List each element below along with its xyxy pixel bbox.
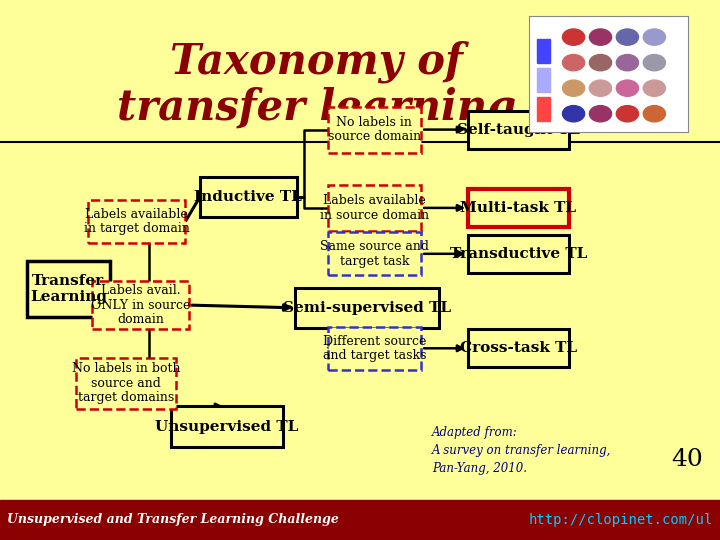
Text: Unsupervised and Transfer Learning Challenge: Unsupervised and Transfer Learning Chall… [7, 513, 339, 526]
Circle shape [616, 55, 639, 71]
FancyBboxPatch shape [468, 111, 569, 148]
Bar [537, 39, 550, 63]
Text: Taxonomy of: Taxonomy of [171, 41, 463, 83]
Circle shape [562, 55, 585, 71]
Circle shape [590, 80, 611, 96]
Text: Labels available
in source domain: Labels available in source domain [320, 194, 429, 221]
FancyBboxPatch shape [92, 281, 189, 329]
Circle shape [616, 106, 639, 122]
Circle shape [562, 80, 585, 96]
Circle shape [616, 29, 639, 45]
Circle shape [643, 106, 665, 122]
Text: Multi-task TL: Multi-task TL [460, 201, 577, 215]
Text: Cross-task TL: Cross-task TL [460, 341, 577, 355]
Circle shape [562, 29, 585, 45]
FancyBboxPatch shape [468, 329, 569, 367]
Text: Different source
and target tasks: Different source and target tasks [323, 335, 426, 362]
Text: Semi-supervised TL: Semi-supervised TL [283, 301, 451, 315]
Circle shape [590, 106, 611, 122]
Circle shape [590, 29, 611, 45]
FancyBboxPatch shape [328, 106, 421, 152]
Text: Self-taught TL: Self-taught TL [457, 123, 580, 137]
Text: No labels in
source domain: No labels in source domain [328, 116, 421, 143]
Circle shape [562, 106, 585, 122]
FancyBboxPatch shape [89, 200, 186, 243]
FancyBboxPatch shape [468, 189, 569, 227]
Bar [537, 69, 550, 92]
Text: No labels in both
source and
target domains: No labels in both source and target doma… [72, 362, 180, 404]
FancyBboxPatch shape [76, 357, 176, 409]
Circle shape [643, 29, 665, 45]
Circle shape [643, 55, 665, 71]
FancyBboxPatch shape [27, 260, 109, 317]
FancyBboxPatch shape [328, 327, 421, 370]
FancyBboxPatch shape [468, 235, 569, 273]
Bar [0, 500, 720, 540]
Text: Transductive TL: Transductive TL [450, 247, 587, 261]
FancyBboxPatch shape [171, 406, 282, 447]
FancyBboxPatch shape [328, 232, 421, 275]
Text: http://clopinet.com/ul: http://clopinet.com/ul [528, 513, 713, 526]
Text: 40: 40 [672, 448, 703, 470]
Circle shape [616, 80, 639, 96]
Text: transfer learning: transfer learning [117, 87, 516, 129]
Text: Transfer
Learning: Transfer Learning [30, 274, 107, 303]
Text: Adapted from:
A survey on transfer learning,
Pan-Yang, 2010.: Adapted from: A survey on transfer learn… [432, 427, 611, 475]
FancyBboxPatch shape [328, 185, 421, 231]
Circle shape [643, 80, 665, 96]
Text: Unsupervised TL: Unsupervised TL [155, 420, 299, 434]
Text: Same source and
target task: Same source and target task [320, 240, 429, 267]
Bar [537, 97, 550, 120]
Text: Inductive TL: Inductive TL [194, 190, 302, 204]
Circle shape [590, 55, 611, 71]
FancyBboxPatch shape [199, 177, 297, 217]
FancyBboxPatch shape [295, 287, 439, 328]
Text: Labels available
in target domain: Labels available in target domain [84, 208, 190, 235]
Text: Labels avail.
ONLY in source
domain: Labels avail. ONLY in source domain [91, 284, 190, 326]
